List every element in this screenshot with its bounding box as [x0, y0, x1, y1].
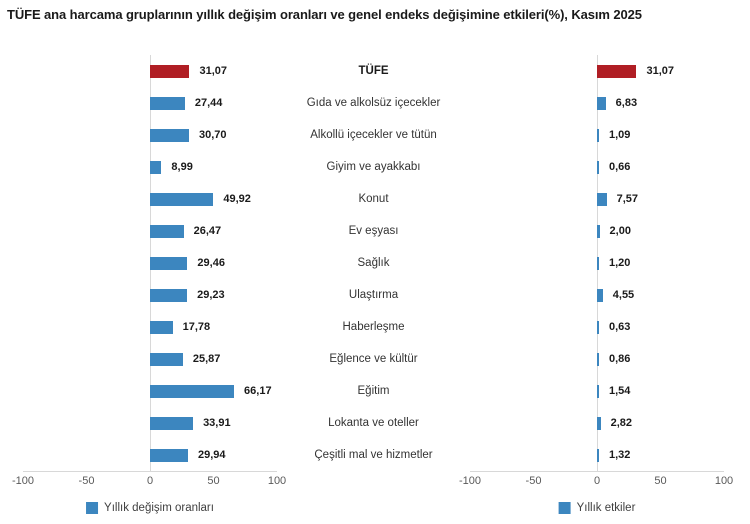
value-label: 27,44	[194, 97, 223, 109]
chart-title: TÜFE ana harcama gruplarının yıllık deği…	[7, 7, 642, 22]
bar	[597, 320, 599, 334]
value-label: 31,07	[199, 65, 227, 77]
value-label: 29,94	[198, 449, 226, 461]
bar	[597, 128, 599, 142]
bar	[150, 128, 189, 142]
value-label: 29,23	[197, 289, 225, 301]
category-label: Giyim ve ayakkabı	[326, 161, 421, 173]
legend-annual-effects: Yıllık etkiler	[558, 500, 636, 516]
bar	[150, 256, 188, 270]
category-label: Lokanta ve oteller	[328, 417, 419, 429]
bar	[597, 352, 599, 366]
bar	[150, 352, 183, 366]
x-axis-tick: -100	[11, 475, 35, 487]
category-label: Eğitim	[357, 385, 390, 397]
value-label: 1,09	[609, 129, 631, 141]
x-axis-tick: 50	[654, 475, 667, 487]
value-label: 8,99	[171, 161, 193, 173]
legend-swatch	[86, 502, 99, 514]
bar	[150, 160, 162, 174]
legend-label: Yıllık değişim oranları	[104, 502, 214, 514]
value-label: 29,46	[197, 257, 225, 269]
bar	[597, 224, 600, 238]
value-label: 7,57	[616, 193, 639, 205]
category-label: Gıda ve alkolsüz içecekler	[306, 97, 441, 109]
value-label: 2,82	[610, 417, 632, 429]
x-axis-tick: -50	[78, 475, 95, 487]
bar	[150, 96, 185, 110]
x-axis-tick: 0	[146, 475, 154, 487]
value-label: 33,91	[203, 417, 231, 429]
annual-effects-plot: 31,07 6,83 1,09 0,66 7,57 2,00 1,20 4,55 0,63 0,8…	[470, 55, 724, 472]
value-label: 30,70	[198, 129, 227, 141]
bar	[150, 416, 194, 430]
category-label: Ulaştırma	[348, 289, 399, 301]
x-axis-tick: -50	[525, 475, 542, 487]
bar	[150, 320, 173, 334]
category-label: Sağlık	[357, 257, 390, 269]
legend-swatch	[558, 502, 571, 514]
value-label: 1,20	[609, 257, 631, 269]
bar	[150, 192, 214, 206]
bar	[597, 192, 607, 206]
bar	[597, 416, 601, 430]
category-label: Konut	[358, 193, 389, 205]
bar	[150, 224, 184, 238]
value-label: 2,00	[609, 225, 631, 237]
value-label: 0,63	[609, 321, 631, 333]
bar	[150, 64, 190, 78]
value-label: 4,55	[612, 289, 635, 301]
value-label: 1,54	[609, 385, 631, 397]
category-label: Alkollü içecekler ve tütün	[310, 129, 437, 141]
bar	[597, 160, 599, 174]
x-axis-tick: 50	[207, 475, 220, 487]
legend-annual-change: Yıllık değişim oranları	[86, 500, 214, 516]
category-labels-column: TÜFE Gıda ve alkolsüz içecekler Alkollü iç…	[277, 55, 470, 471]
value-label: 6,83	[615, 97, 638, 109]
x-axis-annual-change: -100 -50 0 50 100	[12, 475, 286, 491]
category-label: Ev eşyası	[348, 225, 399, 237]
legend-label: Yıllık etkiler	[576, 502, 636, 514]
bar	[150, 448, 189, 462]
bar	[150, 384, 235, 398]
value-label: 1,32	[609, 449, 631, 461]
category-label: Haberleşme	[342, 321, 405, 333]
x-axis-annual-effects: -100 -50 0 50 100	[459, 475, 733, 491]
bar	[597, 448, 599, 462]
bar	[597, 256, 599, 270]
bar	[597, 288, 603, 302]
value-label: 26,47	[193, 225, 222, 237]
x-axis-tick: 100	[267, 475, 287, 487]
value-label: 66,17	[244, 385, 272, 397]
category-label: TÜFE	[358, 65, 389, 77]
x-axis-tick: -100	[458, 475, 482, 487]
category-label: Eğlence ve kültür	[329, 353, 418, 365]
value-label: 0,86	[609, 353, 631, 365]
bar	[597, 384, 599, 398]
value-label: 49,92	[223, 193, 251, 205]
annual-change-rates-plot: 31,07 27,44 30,70 8,99 49,92 26,47 29,46 29,23 1…	[23, 55, 277, 472]
value-label: 31,07	[646, 65, 674, 77]
bar	[597, 64, 637, 78]
value-label: 25,87	[192, 353, 221, 365]
x-axis-tick: 0	[593, 475, 601, 487]
bar	[150, 288, 188, 302]
value-label: 17,78	[182, 321, 211, 333]
category-label: Çeşitli mal ve hizmetler	[314, 449, 433, 461]
bar	[597, 96, 606, 110]
x-axis-tick: 100	[714, 475, 734, 487]
value-label: 0,66	[609, 161, 631, 173]
